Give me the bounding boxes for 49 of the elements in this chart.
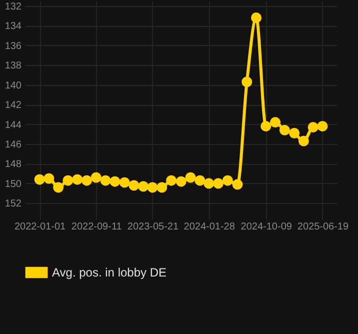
point bbox=[194, 175, 206, 186]
point bbox=[289, 128, 300, 138]
point bbox=[317, 120, 328, 132]
point bbox=[119, 177, 130, 188]
y-tick-label: 138 bbox=[4, 60, 22, 72]
y-tick-label: 152 bbox=[4, 198, 22, 210]
point bbox=[176, 176, 186, 187]
x-tick-label: 2024-10-09 bbox=[240, 222, 292, 232]
point bbox=[222, 175, 233, 186]
point bbox=[100, 175, 111, 186]
point bbox=[251, 12, 262, 23]
y-tick-label: 142 bbox=[4, 100, 22, 112]
legend-label: Avg. pos. in lobby DE bbox=[52, 266, 167, 280]
y-tick-label: 148 bbox=[4, 159, 22, 170]
x-tick-label: 2025-06-19 bbox=[297, 222, 349, 232]
x-tick-label: 2022-01-01 bbox=[14, 222, 66, 232]
point bbox=[44, 173, 54, 184]
x-tick-label: 2023-05-21 bbox=[127, 222, 179, 232]
point bbox=[81, 175, 92, 186]
y-tick-label: 136 bbox=[4, 40, 22, 52]
point bbox=[156, 182, 168, 193]
point bbox=[90, 172, 102, 183]
point bbox=[270, 117, 281, 128]
y-tick-label: 144 bbox=[4, 120, 22, 131]
point bbox=[204, 178, 214, 189]
point bbox=[53, 182, 64, 193]
point bbox=[34, 174, 45, 185]
point bbox=[232, 179, 243, 190]
point bbox=[147, 182, 158, 193]
point bbox=[242, 76, 252, 88]
point bbox=[279, 124, 290, 136]
point bbox=[62, 175, 74, 186]
point bbox=[166, 175, 177, 186]
x-tick-label: 2024-01-28 bbox=[184, 222, 236, 232]
point bbox=[185, 172, 196, 183]
y-tick-label: 140 bbox=[4, 80, 22, 92]
x-tick-label: 2022-09-11 bbox=[71, 222, 122, 232]
point bbox=[72, 174, 83, 185]
y-tick-label: 146 bbox=[4, 139, 22, 150]
point bbox=[128, 180, 140, 191]
y-tick-label: 132 bbox=[4, 1, 22, 12]
point bbox=[212, 178, 224, 189]
point bbox=[260, 120, 272, 132]
y-tick-label: 150 bbox=[4, 178, 22, 190]
point bbox=[110, 176, 120, 187]
point bbox=[308, 122, 318, 132]
point bbox=[298, 136, 309, 146]
y-tick-label: 134 bbox=[4, 21, 22, 32]
point bbox=[138, 181, 149, 192]
